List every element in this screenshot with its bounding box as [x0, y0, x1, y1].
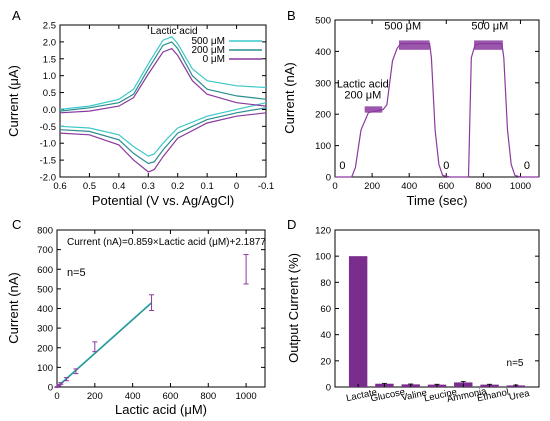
y-tick-label: 0.0: [43, 105, 56, 116]
y-axis-label: Current (μA): [6, 65, 21, 137]
x-tick-label: 0: [332, 181, 337, 192]
y-tick-label: 200: [37, 343, 53, 354]
x-tick-label: 400: [125, 391, 141, 402]
y-tick-label: 300: [37, 324, 53, 335]
panel-letter: B: [287, 8, 296, 23]
x-tick-label: 1000: [236, 391, 257, 402]
y-tick-label: 400: [37, 304, 53, 315]
x-tick-label: Valine: [400, 388, 427, 404]
plateau-noise: [474, 40, 503, 50]
annotation-label: 0: [443, 160, 449, 172]
x-tick-label: 0.2: [171, 181, 184, 192]
bar: [348, 256, 368, 387]
y-tick-label: 80: [320, 278, 331, 289]
x-tick-label: 200: [364, 181, 380, 192]
x-tick-label: 0: [54, 391, 59, 402]
plateau-noise: [398, 40, 430, 50]
panel-letter: D: [287, 217, 296, 232]
x-tick-label: 800: [200, 391, 216, 402]
legend-title: Lactic acid: [150, 26, 197, 37]
annotation-label: 500 μM: [384, 20, 421, 32]
panel-letter: C: [12, 217, 21, 232]
x-tick-label: -0.1: [258, 181, 274, 192]
cv-trace-anodic: [59, 36, 267, 110]
cv-trace-anodic: [59, 41, 267, 112]
y-tick-label: -1.0: [40, 139, 56, 150]
y-axis-label: Current (nA): [282, 62, 297, 134]
y-tick-label: 100: [315, 252, 331, 263]
y-tick-label: 1.0: [43, 71, 56, 82]
annotation-label: 200 μM: [344, 90, 381, 102]
y-tick-label: -2.0: [40, 173, 56, 184]
legend-label: 200 μM: [191, 45, 225, 56]
x-tick-label: 200: [87, 391, 103, 402]
y-tick-label: 500: [315, 16, 331, 27]
plot-frame: [334, 19, 540, 178]
y-tick-label: 300: [315, 78, 331, 89]
y-tick-label: 2.0: [43, 37, 56, 48]
x-tick-label: 400: [401, 181, 417, 192]
annotation-label: 0: [524, 160, 530, 172]
legend-label: 0 μM: [203, 54, 225, 65]
y-tick-label: 20: [320, 356, 331, 367]
fit-line: [56, 302, 152, 388]
annotation-label: 0: [339, 160, 345, 172]
n-label: n=5: [67, 267, 86, 279]
x-tick-label: 0.6: [53, 181, 66, 192]
x-tick-label: 0.5: [83, 181, 96, 192]
x-axis-label: Potential (V vs. Ag/AgCl): [92, 193, 234, 208]
x-tick-label: 0.3: [142, 181, 155, 192]
x-axis-label: Lactic acid (μM): [115, 402, 207, 417]
x-axis-label: Time (sec): [407, 193, 468, 208]
x-tick-label: 0: [234, 181, 239, 192]
y-tick-label: 800: [37, 226, 53, 237]
y-tick-label: 400: [315, 47, 331, 58]
y-tick-label: -0.5: [40, 122, 56, 133]
y-tick-label: 0: [48, 383, 53, 394]
y-tick-label: 500: [37, 284, 53, 295]
y-tick-label: 100: [315, 141, 331, 152]
fit-equation: Current (nA)=0.859×Lactic acid (μM)+2.18…: [67, 237, 266, 248]
x-tick-label: 600: [438, 181, 454, 192]
y-tick-label: 0: [326, 383, 331, 394]
x-tick-label: 0.4: [112, 181, 125, 192]
panel-c: C Lactic acid (μM) Current (nA) 0 100 200 300 4…: [6, 217, 266, 417]
y-axis-label: Current (nA): [6, 272, 21, 344]
y-tick-label: 0.5: [43, 88, 56, 99]
annotation-label: 500 μM: [471, 20, 508, 32]
plot-frame: [56, 229, 266, 388]
x-tick-label: Urea: [508, 388, 531, 403]
plot-frame: [59, 24, 267, 178]
x-tick-label: 1000: [510, 181, 531, 192]
y-tick-label: 700: [37, 245, 53, 256]
n-label: n=5: [507, 358, 524, 369]
cv-trace-cathodic: [59, 112, 267, 173]
x-tick-label: 800: [475, 181, 491, 192]
y-tick-label: 60: [320, 304, 331, 315]
cv-trace-cathodic: [59, 107, 267, 165]
y-tick-label: 40: [320, 330, 331, 341]
y-tick-label: 120: [315, 226, 331, 237]
y-tick-label: 1.5: [43, 54, 56, 65]
legend-label: 500 μM: [191, 36, 225, 47]
cv-trace-anodic: [59, 47, 267, 114]
x-tick-label: 0.1: [201, 181, 214, 192]
cv-trace-cathodic: [59, 102, 267, 157]
y-axis-label: Output Current (%): [286, 253, 301, 363]
panel-b: B Time (sec) Current (nA) 0 100 200 300 400 500 0…: [282, 8, 540, 208]
y-tick-label: 0: [326, 173, 331, 184]
plateau-noise: [364, 106, 383, 113]
y-tick-label: -1.5: [40, 156, 56, 167]
panel-letter: A: [12, 8, 21, 23]
panel-a: A Potential (V vs. Ag/AgCl) Current (μA) -2…: [6, 8, 274, 208]
y-tick-label: 200: [315, 110, 331, 121]
x-tick-label: 600: [163, 391, 179, 402]
y-tick-label: 100: [37, 363, 53, 374]
y-tick-label: 2.5: [43, 21, 56, 32]
y-tick-label: 600: [37, 265, 53, 276]
annotation-label: Lactic acid: [337, 79, 389, 91]
